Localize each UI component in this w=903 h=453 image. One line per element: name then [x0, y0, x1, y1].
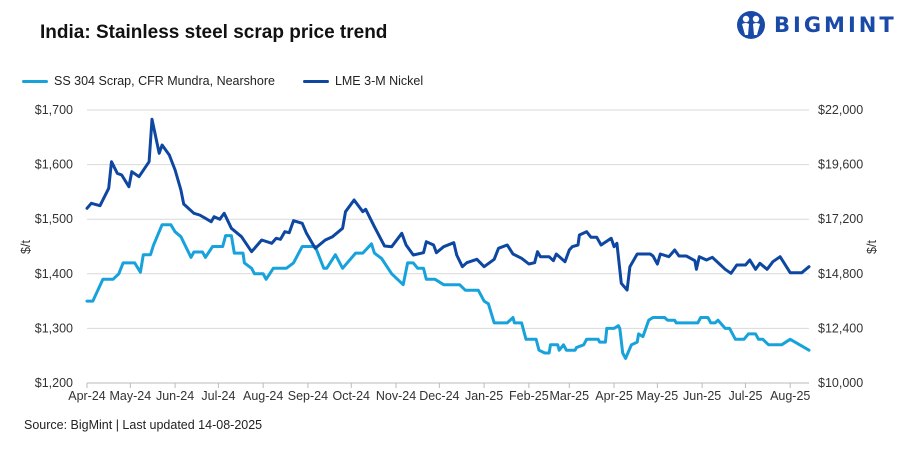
- x-tick-label: Apr-25: [595, 389, 633, 403]
- y-tick-label-right: $19,600: [818, 158, 863, 172]
- legend-swatch-ss304: [22, 79, 48, 83]
- y-axis-label-right: $/t: [865, 240, 879, 254]
- legend-swatch-nickel: [302, 79, 329, 83]
- bigmint-logo: BIGMINT: [736, 10, 897, 40]
- y-axis-label-left: $/t: [19, 240, 33, 254]
- x-tick-label: Aug-25: [770, 389, 810, 403]
- x-tick-label: Jul-25: [728, 389, 762, 403]
- legend: SS 304 Scrap, CFR Mundra, Nearshore LME …: [22, 74, 423, 88]
- y-tick-label-right: $10,000: [818, 376, 863, 390]
- x-tick-label: May-25: [637, 389, 679, 403]
- x-tick-label: Sep-24: [288, 389, 328, 403]
- series-line-nickel: [85, 117, 811, 292]
- x-tick-label: Aug-24: [243, 389, 283, 403]
- y-tick-label-left: $1,700: [35, 103, 73, 117]
- x-tick-label: Jul-24: [201, 389, 235, 403]
- y-tick-label-left: $1,500: [35, 212, 73, 226]
- chart-title: India: Stainless steel scrap price trend: [40, 22, 388, 43]
- x-tick-label: Nov-24: [376, 389, 416, 403]
- bigmint-logo-icon: [737, 11, 765, 39]
- x-tick-label: Dec-24: [419, 389, 459, 403]
- bigmint-logo-text: BIGMINT: [774, 13, 897, 37]
- x-tick-label: Jan-25: [465, 389, 503, 403]
- y-tick-label-left: $1,200: [35, 376, 73, 390]
- x-tick-label: Oct-24: [332, 389, 370, 403]
- x-tick-label: Jun-24: [156, 389, 194, 403]
- x-tick-label: Feb-25: [509, 389, 549, 403]
- x-tick-label: Mar-25: [549, 389, 589, 403]
- source-note: Source: BigMint | Last updated 14-08-202…: [24, 418, 263, 432]
- y-tick-label-right: $17,200: [818, 212, 863, 226]
- x-tick-label: Apr-24: [68, 389, 106, 403]
- y-tick-label-right: $14,800: [818, 267, 863, 281]
- y-tick-label-left: $1,400: [35, 267, 73, 281]
- x-tick-label: May-24: [109, 389, 151, 403]
- series-line-ss304: [85, 223, 811, 360]
- y-tick-label-right: $22,000: [818, 103, 863, 117]
- legend-item-nickel: LME 3-M Nickel: [302, 74, 424, 88]
- x-tick-label: Jun-25: [683, 389, 721, 403]
- legend-item-ss304: SS 304 Scrap, CFR Mundra, Nearshore: [22, 74, 275, 88]
- y-tick-label-left: $1,300: [35, 321, 73, 335]
- y-tick-label-right: $12,400: [818, 321, 863, 335]
- legend-label-ss304: SS 304 Scrap, CFR Mundra, Nearshore: [54, 74, 275, 88]
- legend-label-nickel: LME 3-M Nickel: [334, 74, 424, 88]
- y-tick-label-left: $1,600: [35, 158, 73, 172]
